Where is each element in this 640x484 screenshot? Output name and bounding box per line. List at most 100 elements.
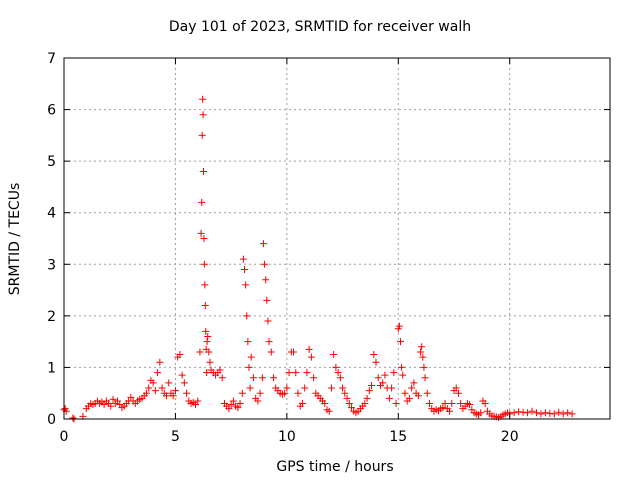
data-point xyxy=(154,369,162,377)
data-point xyxy=(405,394,413,402)
data-point xyxy=(158,384,166,392)
data-point xyxy=(361,400,369,408)
data-point xyxy=(363,394,371,402)
data-point xyxy=(515,408,523,416)
y-tick-label: 4 xyxy=(47,206,56,222)
data-point xyxy=(199,111,207,119)
data-point xyxy=(345,400,353,408)
data-point xyxy=(198,131,206,139)
data-point xyxy=(303,369,311,377)
data-point xyxy=(332,363,340,371)
data-point xyxy=(199,95,207,103)
data-point xyxy=(292,369,300,377)
data-point xyxy=(307,353,315,361)
x-axis-label: GPS time / hours xyxy=(276,459,393,475)
data-point xyxy=(183,389,191,397)
data-point xyxy=(564,409,572,417)
data-point xyxy=(381,371,389,379)
data-point xyxy=(203,369,211,377)
data-point xyxy=(113,397,121,405)
data-point xyxy=(281,389,289,397)
data-point xyxy=(481,400,489,408)
y-tick-label: 7 xyxy=(47,51,56,67)
data-point xyxy=(285,369,293,377)
data-point xyxy=(265,338,273,346)
data-point xyxy=(410,379,418,387)
data-point xyxy=(399,371,407,379)
data-point xyxy=(229,397,237,405)
data-point xyxy=(201,302,209,310)
x-tick-label: 15 xyxy=(389,429,407,445)
data-point xyxy=(519,408,527,416)
data-point xyxy=(191,401,199,409)
data-point xyxy=(439,404,447,412)
y-tick-label: 6 xyxy=(47,103,56,119)
data-point xyxy=(249,374,257,382)
y-tick-label: 2 xyxy=(47,309,56,325)
data-point xyxy=(239,255,247,263)
data-point xyxy=(336,374,344,382)
x-tick-label: 10 xyxy=(278,429,296,445)
data-point xyxy=(388,384,396,392)
data-point xyxy=(180,379,188,387)
data-point xyxy=(397,338,405,346)
data-point xyxy=(203,338,211,346)
data-point xyxy=(395,322,403,330)
data-point xyxy=(107,402,115,410)
data-point xyxy=(448,400,456,408)
data-point xyxy=(379,379,387,387)
data-point xyxy=(414,392,422,400)
data-point xyxy=(398,363,406,371)
data-point xyxy=(341,389,349,397)
data-point xyxy=(408,384,416,392)
data-point xyxy=(197,229,205,237)
chart-title: Day 101 of 2023, SRMTID for receiver wal… xyxy=(169,19,471,35)
data-point xyxy=(200,167,208,175)
data-point xyxy=(298,400,306,408)
x-tick-label: 0 xyxy=(60,429,69,445)
data-point xyxy=(283,384,291,392)
data-point xyxy=(244,338,252,346)
data-point xyxy=(419,353,427,361)
data-series xyxy=(60,95,576,423)
data-point xyxy=(325,407,333,415)
data-point xyxy=(310,374,318,382)
y-tick-label: 1 xyxy=(47,360,56,376)
data-point xyxy=(305,345,313,353)
data-point xyxy=(196,348,204,356)
data-point xyxy=(194,397,202,405)
data-point xyxy=(163,392,171,400)
data-point xyxy=(127,393,135,401)
data-point xyxy=(339,384,347,392)
data-point xyxy=(385,394,393,402)
data-point xyxy=(176,351,184,359)
data-point xyxy=(216,366,224,374)
data-point xyxy=(234,404,242,412)
data-point xyxy=(555,408,563,416)
data-point xyxy=(370,351,378,359)
data-point xyxy=(109,395,117,403)
data-point xyxy=(242,281,250,289)
data-point xyxy=(201,281,209,289)
data-point xyxy=(392,400,400,408)
data-point xyxy=(421,374,429,382)
data-point xyxy=(200,235,208,242)
y-tick-label: 3 xyxy=(47,257,56,273)
data-point xyxy=(169,392,177,400)
data-point xyxy=(568,410,576,418)
grid xyxy=(64,58,610,419)
data-point xyxy=(343,394,351,402)
data-point xyxy=(165,379,173,387)
data-point xyxy=(178,371,186,379)
data-point xyxy=(241,265,249,273)
data-point xyxy=(218,374,226,382)
data-point xyxy=(550,410,558,418)
data-point xyxy=(171,387,179,395)
data-point xyxy=(247,353,255,361)
data-point xyxy=(205,348,213,356)
data-point xyxy=(156,358,164,366)
data-point xyxy=(256,389,264,397)
data-point xyxy=(269,374,277,382)
x-tick-label: 5 xyxy=(171,429,180,445)
